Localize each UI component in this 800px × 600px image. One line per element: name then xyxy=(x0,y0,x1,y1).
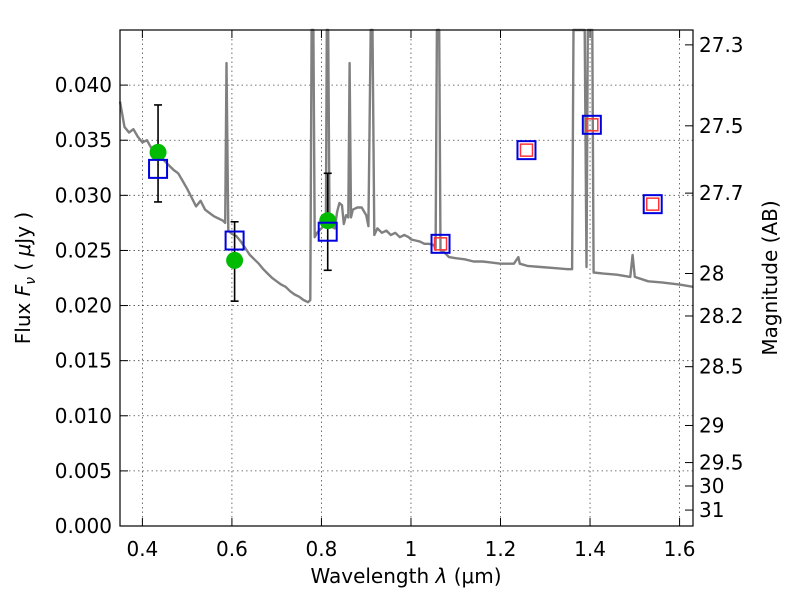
x-axis-title: Wavelength λ (μm) xyxy=(310,564,501,588)
x-tick-label: 0.6 xyxy=(216,537,248,561)
model-square-marker xyxy=(516,140,537,161)
y-tick-label: 0.040 xyxy=(55,73,112,97)
predicted-square-marker xyxy=(645,197,660,211)
observed-point xyxy=(149,143,167,161)
magnitude-tick-label: 31 xyxy=(699,498,724,522)
y-tick-label: 0.035 xyxy=(55,128,112,152)
y-tick-label: 0.015 xyxy=(55,349,112,373)
magnitude-tick-label: 28.5 xyxy=(699,355,744,379)
magnitude-tick-label: 27.3 xyxy=(699,33,744,57)
magnitude-tick-label: 30 xyxy=(699,474,724,498)
observed-point xyxy=(319,212,337,230)
magnitude-axis-title: Magnitude (AB) xyxy=(758,200,782,355)
predicted-square-marker xyxy=(433,237,448,251)
magnitude-tick-label: 29.5 xyxy=(699,451,744,475)
y-tick-label: 0.000 xyxy=(55,514,112,538)
magnitude-tick-label: 27.5 xyxy=(699,114,744,138)
observed-point xyxy=(226,251,244,269)
magnitude-tick-label: 29 xyxy=(699,413,724,437)
x-tick-label: 1.4 xyxy=(574,537,606,561)
model-square-marker xyxy=(148,158,169,179)
model-square-marker xyxy=(317,221,338,242)
predicted-square-marker xyxy=(585,118,599,132)
marker-layer xyxy=(148,104,663,302)
model-square-marker xyxy=(642,194,663,215)
y-tick-label: 0.010 xyxy=(55,404,112,428)
y-tick-label: 0.005 xyxy=(55,459,112,483)
y-tick-label: 0.030 xyxy=(55,183,112,207)
grid xyxy=(120,30,693,526)
magnitude-tick-label: 27.7 xyxy=(699,181,744,205)
spectrum-layer xyxy=(118,28,694,304)
x-tick-label: 0.8 xyxy=(306,537,338,561)
predicted-square-marker xyxy=(519,143,534,157)
y-tick-label: 0.025 xyxy=(55,238,112,262)
magnitude-tick-label: 28 xyxy=(699,261,724,285)
x-tick-label: 1.2 xyxy=(485,537,517,561)
y-tick-label: 0.020 xyxy=(55,294,112,318)
ticks: 0.4 0.6 0.8 1 1.2 1.4 1.6 0.000 0.005 0.010 0.015 0… xyxy=(55,30,744,561)
x-tick-label: 1 xyxy=(405,537,418,561)
model-spectrum-line xyxy=(118,28,694,304)
x-tick-label: 0.4 xyxy=(126,537,158,561)
model-square-marker xyxy=(430,233,451,254)
magnitude-tick-label: 28.2 xyxy=(699,304,744,328)
plot-frame xyxy=(119,29,694,527)
y-axis-title: Flux Fν ( μJy ) xyxy=(11,212,39,344)
x-tick-label: 1.6 xyxy=(664,537,696,561)
model-square-marker xyxy=(224,230,245,251)
model-square-marker xyxy=(581,114,602,135)
